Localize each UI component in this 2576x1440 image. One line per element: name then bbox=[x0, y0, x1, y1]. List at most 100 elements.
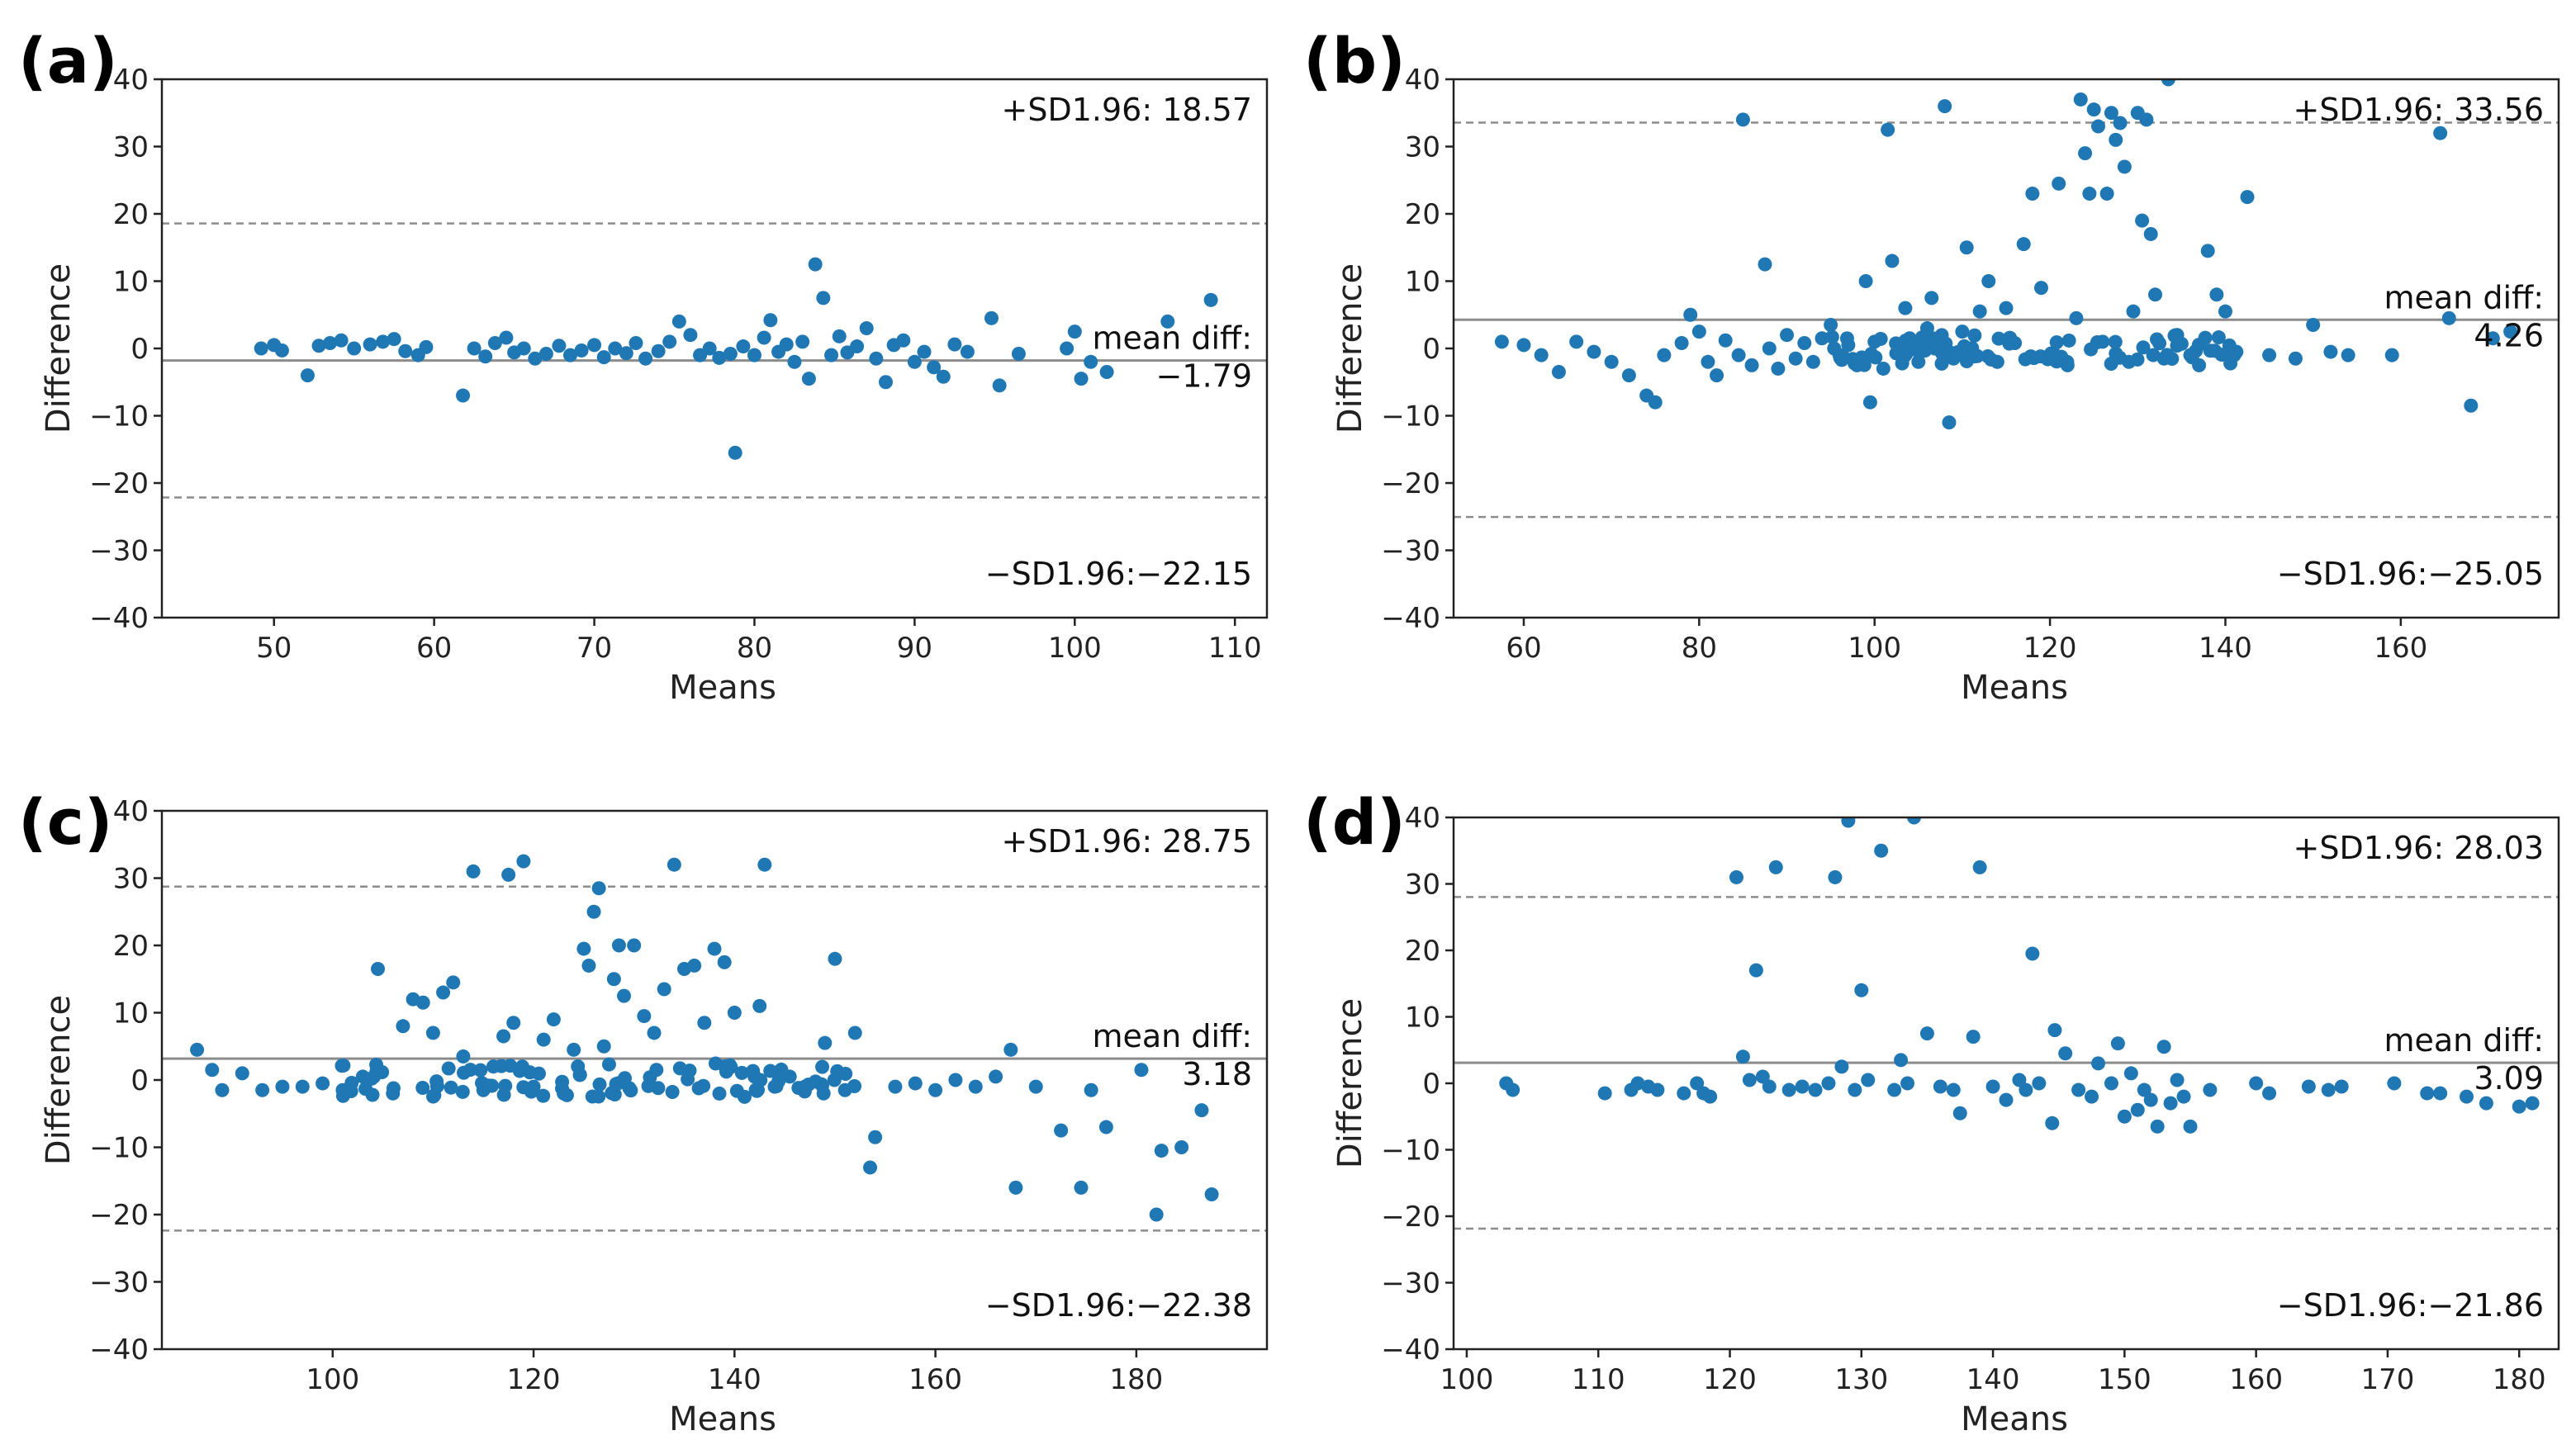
data-point bbox=[2071, 1082, 2086, 1097]
data-point bbox=[2130, 352, 2145, 367]
data-point bbox=[215, 1082, 230, 1097]
data-point bbox=[1780, 328, 1795, 343]
data-point bbox=[1771, 361, 1786, 376]
x-tick-label: 130 bbox=[1834, 1363, 1888, 1396]
data-point bbox=[1876, 361, 1890, 376]
data-point bbox=[1894, 1053, 1909, 1068]
data-point bbox=[1868, 350, 1883, 365]
data-point bbox=[2384, 348, 2399, 362]
data-point bbox=[1755, 1069, 1770, 1084]
data-point bbox=[1604, 354, 1619, 369]
x-tick-label: 90 bbox=[897, 632, 932, 665]
data-point bbox=[496, 1029, 511, 1044]
data-point bbox=[1718, 333, 1733, 348]
data-point bbox=[2082, 187, 2097, 201]
data-point bbox=[2163, 1096, 2178, 1111]
data-point bbox=[1690, 1076, 1705, 1091]
data-point bbox=[948, 1073, 963, 1087]
data-point bbox=[1534, 348, 1549, 362]
data-point bbox=[1569, 334, 1584, 349]
data-point bbox=[1657, 348, 1672, 362]
data-point bbox=[396, 1019, 410, 1034]
data-point bbox=[712, 1086, 727, 1101]
data-point bbox=[1946, 1082, 1961, 1097]
data-point bbox=[617, 988, 632, 1003]
data-point bbox=[850, 339, 865, 354]
data-point bbox=[1972, 860, 1987, 874]
data-point bbox=[591, 1089, 606, 1104]
data-point bbox=[387, 332, 401, 347]
data-point bbox=[2262, 1086, 2277, 1101]
data-point bbox=[592, 1077, 607, 1092]
data-point bbox=[1203, 292, 1218, 307]
y-tick-label: 0 bbox=[1422, 333, 1440, 366]
data-point bbox=[2135, 213, 2150, 228]
data-point bbox=[1758, 257, 1772, 272]
data-point bbox=[815, 1059, 830, 1074]
data-point bbox=[1942, 415, 1957, 430]
data-point bbox=[763, 1063, 778, 1078]
data-point bbox=[478, 349, 493, 364]
data-point bbox=[1827, 341, 1842, 356]
data-point bbox=[2085, 1089, 2099, 1104]
y-tick-label: 40 bbox=[1405, 802, 1440, 835]
data-point bbox=[1506, 1082, 1520, 1097]
y-tick-label: −30 bbox=[89, 535, 149, 568]
data-point bbox=[908, 1076, 923, 1091]
data-point bbox=[576, 941, 591, 956]
data-point bbox=[601, 1057, 616, 1072]
data-point bbox=[683, 328, 698, 343]
data-point bbox=[828, 951, 842, 966]
mean-diff-value: 3.18 bbox=[1182, 1056, 1252, 1092]
data-point bbox=[1808, 1082, 1823, 1097]
mean-diff-label: mean diff: bbox=[1092, 1018, 1252, 1054]
data-point bbox=[1060, 341, 1075, 356]
data-point bbox=[1885, 253, 1900, 268]
data-point bbox=[524, 1084, 538, 1099]
data-point bbox=[1597, 1086, 1612, 1101]
data-point bbox=[671, 314, 686, 329]
data-point bbox=[1919, 1026, 1934, 1041]
data-point bbox=[581, 958, 596, 973]
x-axis-label: Means bbox=[1961, 1400, 2068, 1438]
data-point bbox=[681, 1072, 695, 1087]
data-point bbox=[647, 1026, 662, 1040]
data-point bbox=[1149, 1207, 1164, 1222]
data-point bbox=[651, 343, 666, 358]
panel-label: (b) bbox=[1303, 24, 1406, 97]
y-tick-label: 0 bbox=[1422, 1068, 1440, 1101]
data-point bbox=[1795, 1079, 1810, 1094]
data-point bbox=[2069, 310, 2084, 325]
data-point bbox=[2433, 126, 2448, 140]
data-point bbox=[1174, 1140, 1189, 1154]
data-point bbox=[2479, 1096, 2493, 1111]
data-point bbox=[2198, 330, 2213, 345]
data-point bbox=[1516, 338, 1531, 353]
data-point bbox=[2503, 324, 2518, 339]
data-point bbox=[2117, 1109, 2132, 1124]
data-point bbox=[1084, 354, 1098, 369]
y-tick-label: 10 bbox=[1405, 266, 1440, 299]
data-point bbox=[2167, 329, 2182, 343]
x-tick-label: 110 bbox=[1572, 1363, 1625, 1396]
data-point bbox=[687, 958, 702, 973]
data-point bbox=[364, 1071, 379, 1086]
data-point bbox=[2334, 1079, 2349, 1094]
data-point bbox=[1952, 1106, 1967, 1120]
data-point bbox=[1900, 1076, 1915, 1091]
data-point bbox=[444, 1080, 458, 1095]
data-point bbox=[723, 347, 738, 362]
data-point bbox=[456, 1049, 471, 1063]
data-point bbox=[1955, 324, 1970, 339]
data-point bbox=[1674, 335, 1689, 350]
data-point bbox=[2139, 112, 2154, 127]
y-tick-label: 10 bbox=[113, 266, 149, 299]
data-point bbox=[499, 330, 514, 345]
y-tick-label: 40 bbox=[1405, 64, 1440, 97]
data-point bbox=[1934, 356, 1949, 371]
data-point bbox=[1889, 346, 1904, 361]
data-point bbox=[2211, 330, 2226, 345]
data-point bbox=[2223, 356, 2238, 371]
data-point bbox=[717, 954, 732, 969]
data-point bbox=[536, 1032, 551, 1047]
